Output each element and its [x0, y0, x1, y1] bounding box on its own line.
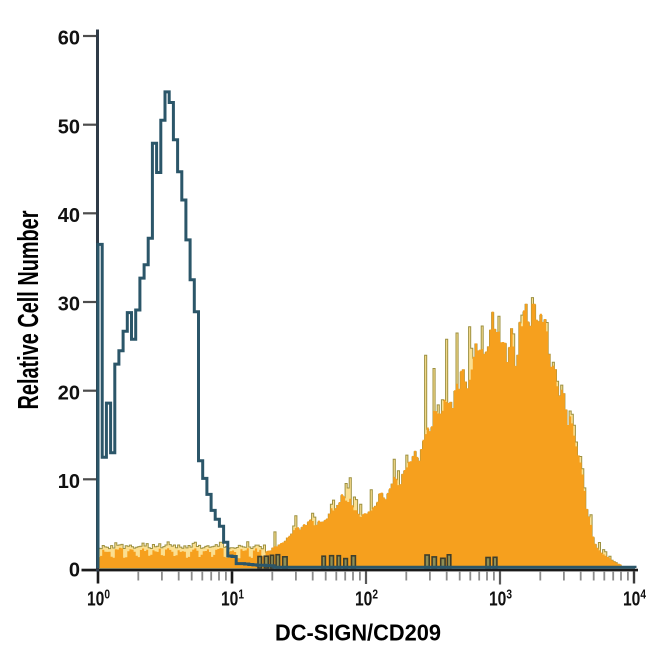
svg-text:Relative Cell Number: Relative Cell Number	[12, 210, 45, 409]
svg-text:101: 101	[221, 587, 244, 610]
svg-text:103: 103	[489, 587, 512, 610]
svg-text:102: 102	[355, 587, 378, 610]
svg-text:60: 60	[58, 28, 80, 50]
svg-text:40: 40	[58, 205, 80, 227]
svg-text:0: 0	[69, 560, 80, 582]
svg-text:100: 100	[87, 587, 110, 610]
svg-text:50: 50	[58, 116, 80, 138]
svg-text:10: 10	[58, 471, 80, 493]
svg-text:30: 30	[58, 294, 80, 316]
svg-text:DC-SIGN/CD209: DC-SIGN/CD209	[275, 620, 441, 646]
svg-text:104: 104	[623, 587, 646, 610]
svg-text:20: 20	[58, 382, 80, 404]
